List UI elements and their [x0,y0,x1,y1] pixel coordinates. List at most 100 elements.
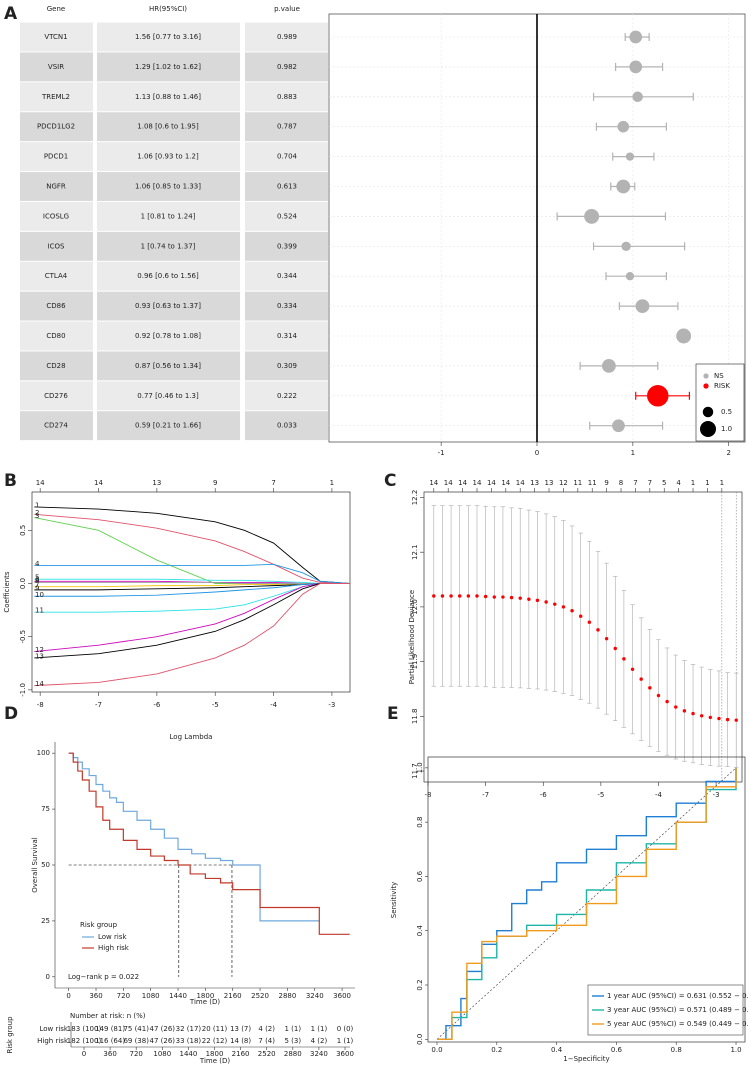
y-tick-label: 0.0 [19,578,27,589]
point [717,716,721,721]
risk-count: 1 (1) [337,1037,354,1045]
point [682,709,687,713]
risk-count: 20 (11) [202,1025,228,1033]
panel-label: D [4,704,18,724]
y-tick-label: 11.7 [411,763,419,779]
table-cell [245,22,328,52]
y-tick-label: 50 [41,861,50,869]
p-value: 0.309 [277,362,297,370]
point [492,595,496,599]
y-tick-label: 0 [46,973,50,981]
point [612,419,625,433]
panel-label: E [387,704,399,724]
top-label: 14 [444,479,453,487]
series-label: 14 [35,680,44,688]
point [734,718,738,722]
table-cell [97,411,240,441]
point [674,705,678,709]
x-tick-label: 360 [103,1050,116,1058]
x-tick-label: -6 [153,701,161,709]
x-tick-label: 0.8 [671,1046,682,1054]
legend [587,984,744,1036]
risk-count: 182 (100) [67,1037,102,1045]
gene-label: VTCN1 [44,33,67,41]
series-line [34,583,350,588]
table-cell [97,381,240,411]
x-tick-label: -7 [95,701,102,709]
point [449,594,453,598]
y-tick-label: 75 [41,805,50,813]
size-legend-swatch [702,406,714,418]
point [617,120,630,133]
x-tick-label: -3 [328,701,335,709]
risk-count: 4 (2) [258,1025,275,1033]
risk-count: 13 (7) [230,1025,251,1033]
hr-label: 0.93 [0.63 to 1.37] [135,302,201,310]
y-tick-label: 0.2 [416,979,424,990]
table-cell [20,351,93,381]
top-label: 14 [429,479,438,487]
top-label: 14 [487,479,496,487]
table-cell [20,381,93,411]
point [518,596,522,600]
plot-area [31,491,351,693]
x-tick-label: -8 [37,701,44,709]
size-legend-swatch [700,421,716,437]
top-label: 1 [330,479,334,487]
point [501,595,505,599]
x-axis-label: 1−Specificity [563,1055,609,1063]
series-label: 13 [35,652,44,660]
point [676,328,692,344]
top-label: 11 [573,479,582,487]
series-label: 2 [35,509,39,517]
legend-swatch [703,373,709,379]
risk-count: 5 (3) [284,1037,301,1045]
x-tick-label: 3240 [310,1050,328,1058]
gene-label: PDCD1 [44,153,68,161]
x-tick-label: 2 [726,449,730,457]
point [629,60,643,74]
series-label: 3 [35,512,39,520]
hr-label: 1.13 [0.88 to 1.46] [135,93,201,101]
x-tick-label: 2160 [224,992,242,1000]
panel-label: C [384,471,396,491]
x-tick-label: 0.6 [611,1046,623,1054]
x-tick-label: 360 [89,992,102,1000]
point [629,30,643,44]
series-label: 7 [35,581,39,589]
p-value: 0.314 [277,332,298,340]
table-cell [97,231,240,261]
point [630,667,635,671]
size-legend-label: 1.0 [721,425,732,433]
risk-count: 69 (38) [123,1037,149,1045]
plot-area [427,756,746,1043]
top-label: 14 [501,479,510,487]
x-tick-label: 2880 [278,992,296,1000]
x-axis-label: Time (D) [189,998,220,1006]
x-tick-label: -6 [540,791,548,799]
top-label: 7 [633,479,637,487]
p-value: 0.989 [277,33,297,41]
risk-count: 183 (100) [67,1025,102,1033]
hr-label: 1.29 [1.02 to 1.62] [135,63,201,71]
point [587,620,592,624]
legend-label: NS [714,372,724,380]
y-tick-label: 0.6 [416,870,424,882]
point [639,677,643,681]
x-tick-label: 1800 [196,992,214,1000]
hr-label: 1 [0.74 to 1.37] [141,242,196,250]
gene-label: VSIR [48,63,64,71]
point [632,91,643,103]
series-line [34,583,350,659]
y-tick-label: 100 [37,749,50,757]
x-axis-label: Log Lambda [170,733,213,741]
top-label: 13 [545,479,554,487]
top-label: 14 [94,479,103,487]
x-tick-label: 3600 [333,992,351,1000]
x-tick-label: 0.2 [491,1046,502,1054]
point [725,717,730,722]
table-cell [97,172,240,201]
gene-label: CD28 [46,362,65,370]
y-axis-label: Sensitivity [390,882,398,918]
point [440,594,445,598]
